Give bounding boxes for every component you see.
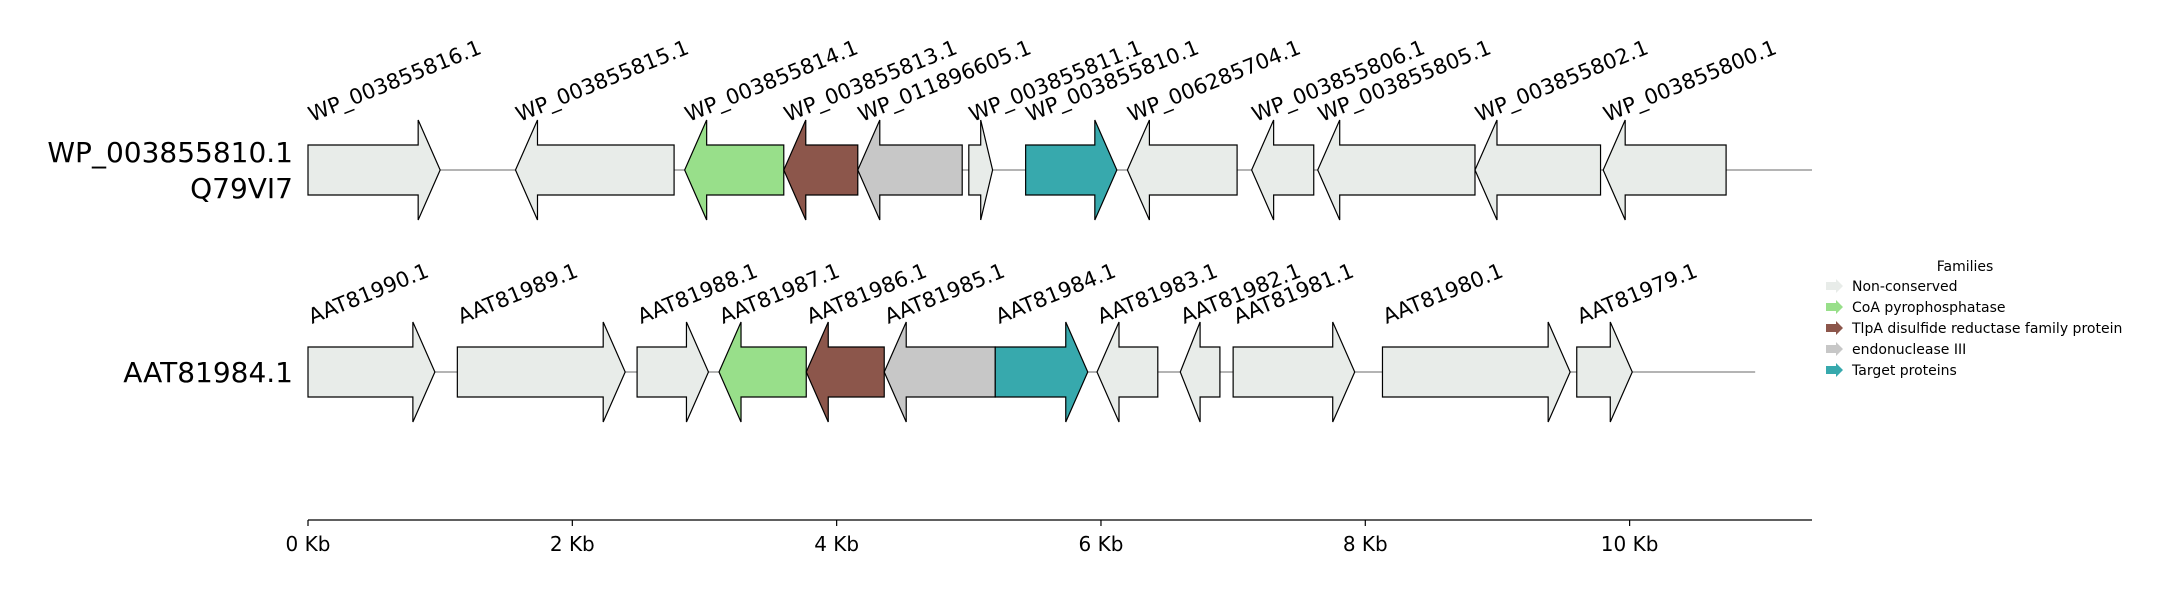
track-title: AAT81984.1 [123, 356, 293, 389]
axis-tick-label: 0 Kb [286, 532, 331, 556]
axis-tick-label: 10 Kb [1601, 532, 1659, 556]
legend-item: endonuclease III [1826, 342, 1966, 358]
gene-arrow[interactable] [718, 321, 807, 423]
gene-arrow[interactable] [994, 321, 1089, 423]
legend-item: TlpA disulfide reductase family protein [1826, 321, 2122, 337]
legend-label: TlpA disulfide reductase family protein [1851, 321, 2122, 337]
gene-label: WP_003855814.1 [682, 35, 862, 127]
families-legend: Families Non-conserved CoA pyrophosphatas… [1826, 259, 2122, 379]
scale-axis: 0 Kb 2 Kb 4 Kb 6 Kb 8 Kb 10 Kb [286, 519, 1812, 556]
axis-tick-label: 4 Kb [814, 532, 859, 556]
gene-arrow[interactable] [1576, 321, 1633, 423]
legend-item: Target proteins [1826, 363, 1957, 379]
gene-arrow[interactable] [1232, 321, 1356, 423]
gene-arrow[interactable] [805, 321, 885, 423]
track-title: WP_003855810.1 [47, 136, 293, 169]
gene-arrow[interactable] [514, 119, 675, 221]
legend-label: CoA pyrophosphatase [1852, 300, 2006, 316]
gene-label: WP_003855815.1 [512, 35, 692, 127]
legend-item: CoA pyrophosphatase [1826, 300, 2006, 316]
legend-label: Non-conserved [1852, 279, 1958, 295]
gene-arrow[interactable] [1126, 119, 1238, 221]
gene-arrow[interactable] [636, 321, 710, 423]
gene-arrow[interactable] [1096, 321, 1159, 423]
gene-arrow[interactable] [857, 119, 963, 221]
track-title: Q79VI7 [190, 172, 293, 205]
axis-tick-label: 6 Kb [1079, 532, 1124, 556]
legend-item: Non-conserved [1826, 279, 1958, 295]
gene-arrow[interactable] [783, 119, 859, 221]
gene-arrow[interactable] [456, 321, 626, 423]
legend-swatch [1826, 279, 1843, 293]
gene-arrow[interactable] [1250, 119, 1315, 221]
gene-arrow[interactable] [1474, 119, 1602, 221]
gene-arrow[interactable] [968, 119, 994, 221]
gene-label: AAT81979.1 [1574, 259, 1701, 329]
gene-label: AAT81980.1 [1379, 259, 1506, 329]
gene-arrow[interactable] [1025, 119, 1118, 221]
gene-arrow[interactable] [1381, 321, 1571, 423]
gene-label: AAT81990.1 [305, 259, 432, 329]
legend-swatch [1826, 342, 1843, 356]
gene-label: WP_003855816.1 [305, 35, 485, 127]
legend-swatch [1826, 321, 1843, 335]
legend-label: endonuclease III [1852, 342, 1966, 358]
legend-label: Target proteins [1851, 363, 1957, 379]
gene-arrow[interactable] [307, 119, 441, 221]
gene-label: AAT81989.1 [454, 259, 581, 329]
gene-arrow[interactable] [307, 321, 436, 423]
gene-arrow[interactable] [684, 119, 785, 221]
legend-swatch [1826, 363, 1843, 377]
gene-arrow[interactable] [1602, 119, 1727, 221]
gene-arrow[interactable] [1179, 321, 1221, 423]
axis-tick-label: 2 Kb [550, 532, 595, 556]
legend-swatch [1826, 300, 1843, 314]
axis-tick-label: 8 Kb [1343, 532, 1388, 556]
gene-arrow[interactable] [883, 321, 996, 423]
gene-arrow[interactable] [1317, 119, 1476, 221]
legend-title: Families [1937, 259, 1994, 275]
